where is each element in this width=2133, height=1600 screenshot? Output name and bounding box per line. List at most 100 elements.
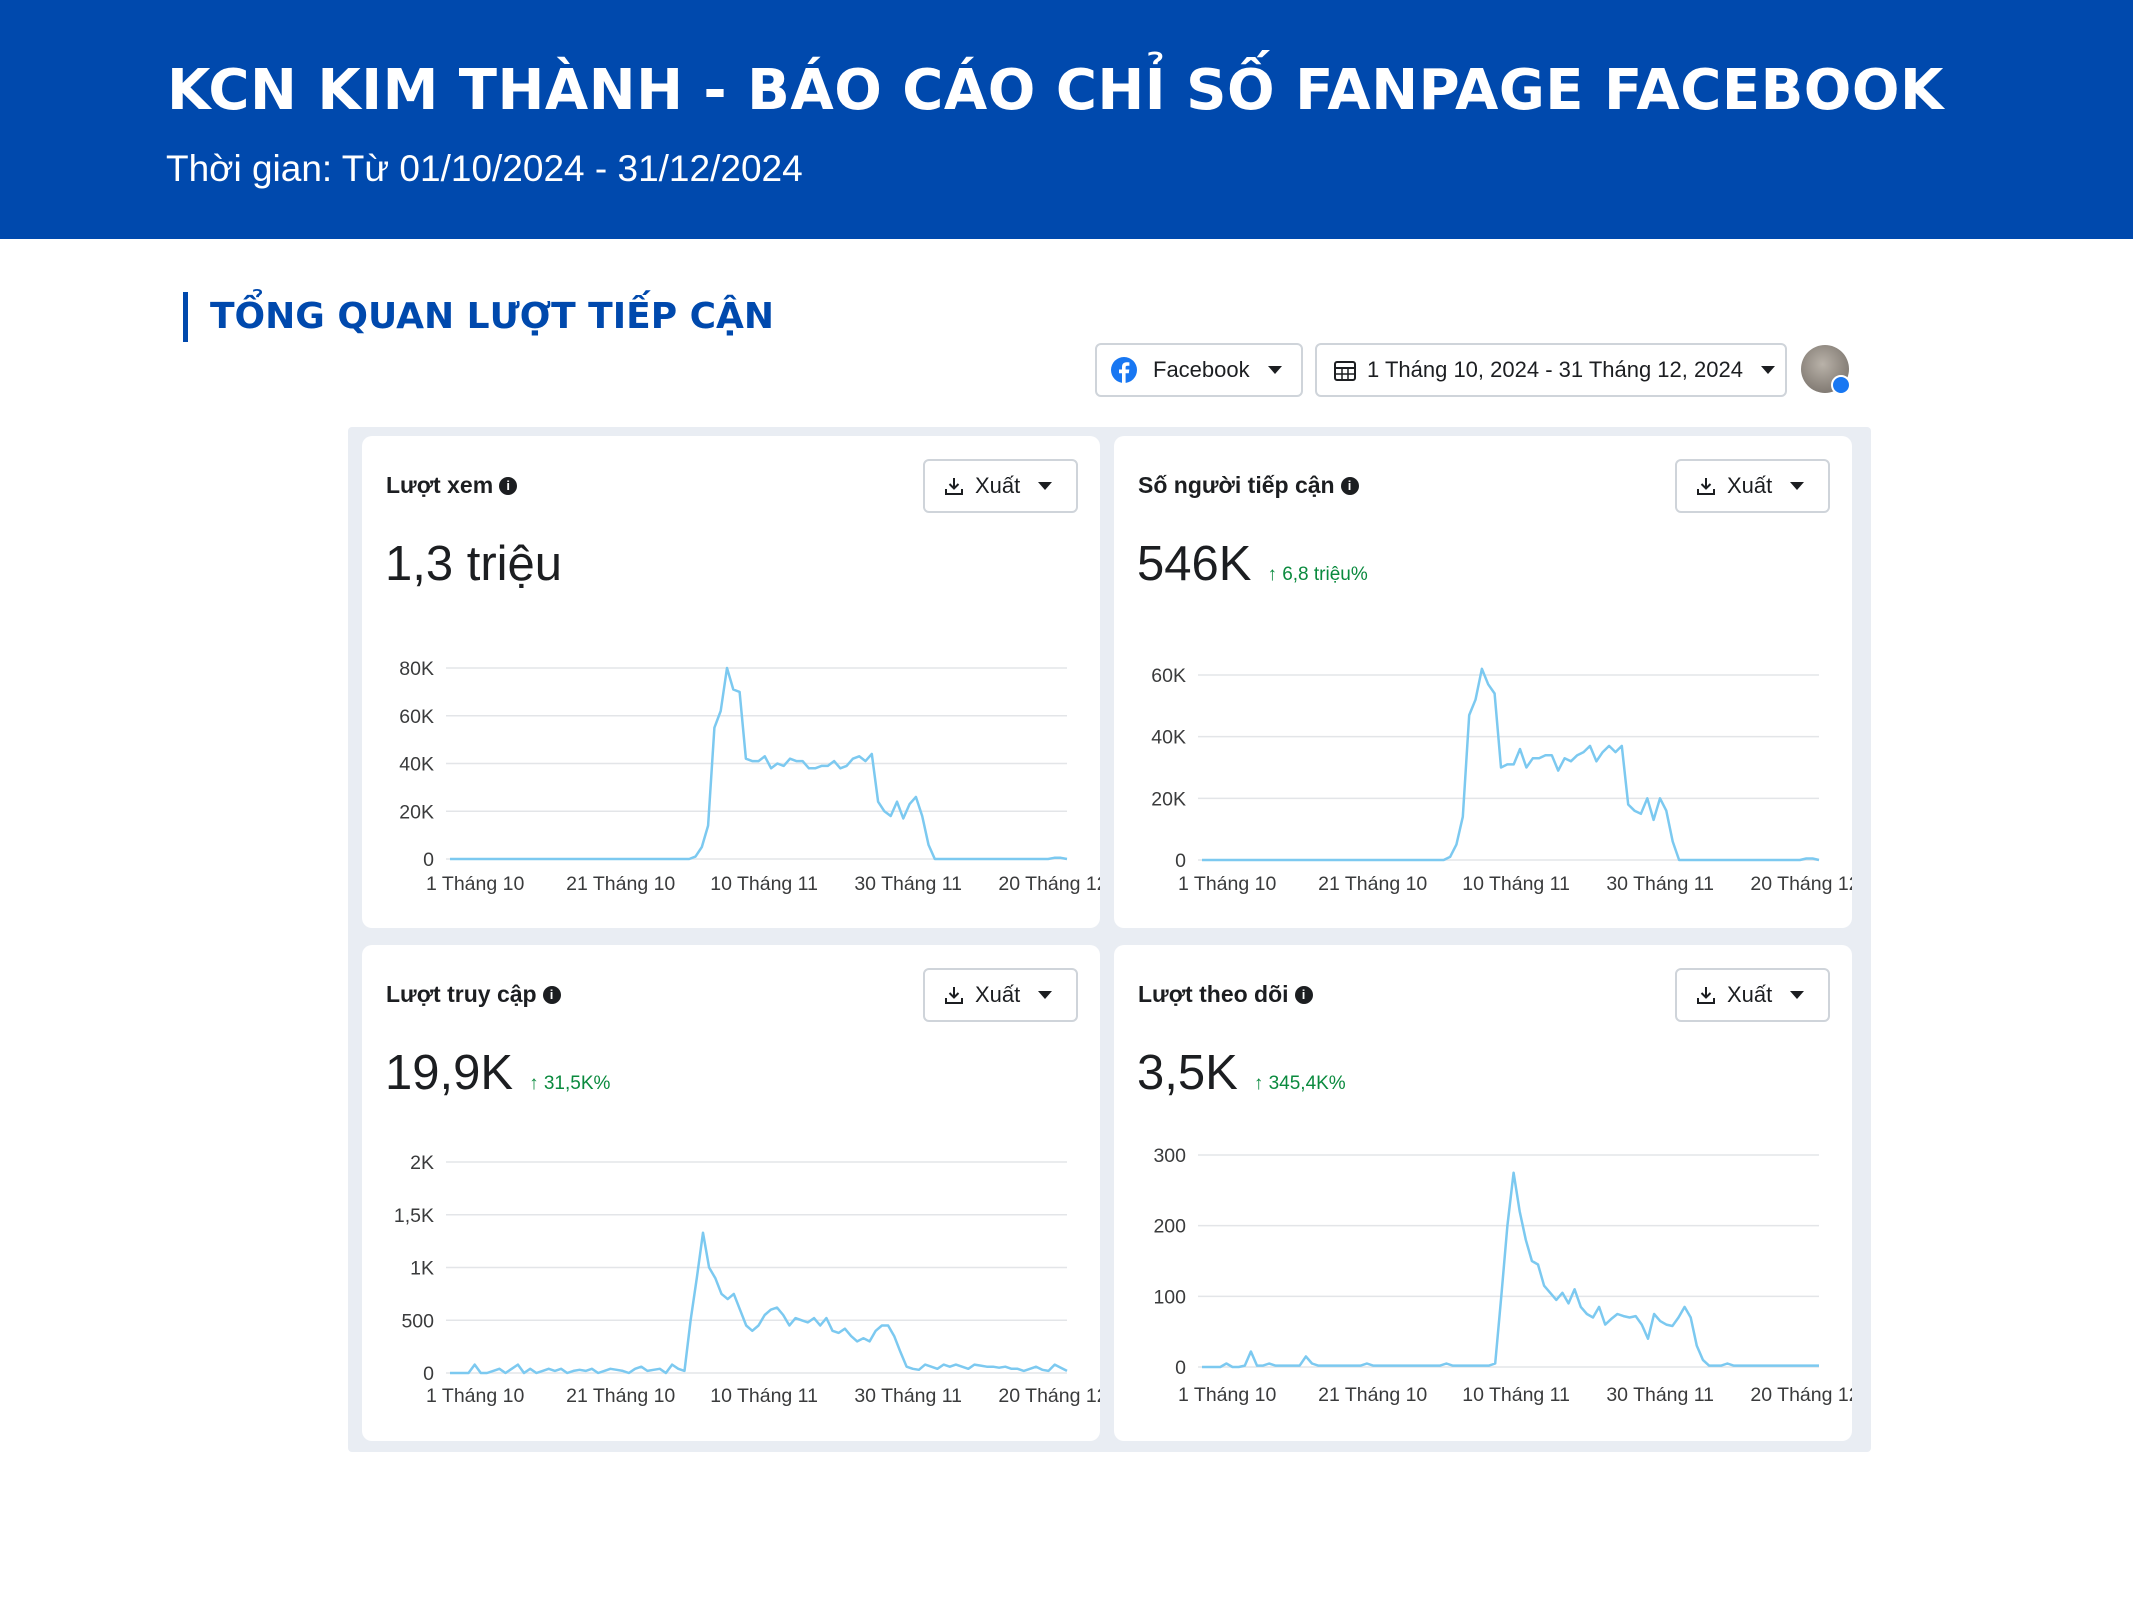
download-icon (1697, 478, 1715, 495)
metric-value: 546K (1137, 537, 1252, 591)
section-title: TỔNG QUAN LƯỢT TIẾP CẬN (183, 292, 774, 342)
info-icon[interactable]: i (542, 985, 561, 1004)
y-tick-label: 40K (399, 754, 434, 776)
y-tick-label: 300 (1153, 1145, 1186, 1167)
metric-value: 3,5K (1137, 1046, 1238, 1100)
metric: 546K ↑ 6,8 triệu% (1137, 536, 1368, 592)
y-tick-label: 1K (410, 1258, 434, 1280)
chevron-down-icon (1790, 991, 1805, 999)
chevron-down-icon (1038, 991, 1053, 999)
y-tick-label: 60K (399, 706, 434, 728)
x-tick-label: 1 Tháng 10 (426, 1385, 524, 1407)
x-tick-label: 30 Tháng 11 (854, 873, 962, 895)
series-line (1202, 1171, 1819, 1369)
y-tick-label: 80K (399, 658, 434, 680)
x-tick-label: 10 Tháng 11 (1462, 873, 1570, 895)
download-icon (945, 987, 963, 1004)
report-title: KCN KIM THÀNH - BÁO CÁO CHỈ SỐ FANPAGE F… (167, 58, 1944, 123)
download-icon (945, 478, 963, 495)
x-tick-label: 1 Tháng 10 (1178, 873, 1276, 895)
export-label: Xuất (1727, 982, 1773, 1007)
visits-line-chart: 0 500 1K 1,5K 2K 1 Tháng 10 21 Tháng 10 10 Thán… (394, 1152, 1100, 1407)
card-title: Lượt xem i (386, 472, 518, 499)
x-tick-label: 10 Tháng 11 (710, 1385, 818, 1407)
x-tick-label: 20 Tháng 12 (1750, 873, 1852, 895)
x-tick-label: 21 Tháng 10 (1318, 873, 1427, 895)
export-label: Xuất (975, 982, 1021, 1007)
chevron-down-icon (1790, 482, 1805, 490)
platform-label: Facebook (1153, 357, 1250, 382)
series-line (450, 666, 1068, 861)
reach-line-chart: 0 20K 40K 60K 1 Tháng 10 21 Tháng 10 10 Tháng … (1151, 665, 1852, 895)
card-title-text: Số người tiếp cận (1138, 472, 1335, 498)
followers-line-chart: 0 100 200 300 1 Tháng 10 21 Tháng 10 10 Tháng … (1153, 1145, 1852, 1406)
y-tick-label: 2K (410, 1152, 434, 1174)
card-visits: Lượt truy cập i Xuất 19,9K ↑ 31,5K% 0 500… (362, 945, 1100, 1441)
card-title-text: Lượt xem (386, 472, 494, 498)
metric-value: 1,3 triệu (385, 537, 563, 591)
metric-change: ↑ 345,4K% (1253, 1073, 1346, 1094)
series-line (1202, 667, 1820, 862)
platform-selector[interactable]: Facebook (1095, 343, 1303, 397)
card-title-text: Lượt theo dõi (1138, 981, 1289, 1007)
x-tick-label: 30 Tháng 11 (1606, 1384, 1714, 1406)
y-tick-label: 40K (1151, 727, 1186, 749)
export-button[interactable]: Xuất (923, 459, 1078, 513)
x-tick-label: 21 Tháng 10 (566, 1385, 675, 1407)
x-tick-label: 20 Tháng 12 (998, 1385, 1100, 1407)
export-button[interactable]: Xuất (923, 968, 1078, 1022)
x-tick-label: 10 Tháng 11 (1462, 1384, 1570, 1406)
x-tick-label: 1 Tháng 10 (1178, 1384, 1276, 1406)
facebook-badge-icon (1831, 375, 1851, 395)
x-tick-label: 21 Tháng 10 (566, 873, 675, 895)
export-label: Xuất (1727, 473, 1773, 498)
date-range-label: 1 Tháng 10, 2024 - 31 Tháng 12, 2024 (1367, 357, 1743, 382)
y-tick-label: 1,5K (394, 1205, 434, 1227)
metric: 3,5K ↑ 345,4K% (1137, 1045, 1346, 1101)
x-tick-label: 20 Tháng 12 (1750, 1384, 1852, 1406)
report-header: KCN KIM THÀNH - BÁO CÁO CHỈ SỐ FANPAGE F… (0, 0, 2133, 239)
chevron-down-icon (1267, 366, 1282, 374)
facebook-icon (1111, 357, 1137, 383)
info-icon[interactable]: i (1340, 476, 1359, 495)
y-tick-label: 20K (1151, 788, 1186, 810)
card-title-text: Lượt truy cập (386, 981, 537, 1007)
y-tick-label: 200 (1153, 1216, 1186, 1238)
metric: 1,3 triệu (385, 536, 578, 592)
card-title: Số người tiếp cận i (1138, 472, 1359, 499)
card-title: Lượt truy cập i (386, 981, 561, 1008)
calendar-icon (1334, 361, 1356, 381)
report-period: Thời gian: Từ 01/10/2024 - 31/12/2024 (166, 148, 803, 189)
export-button[interactable]: Xuất (1675, 968, 1830, 1022)
series-line (450, 1231, 1068, 1375)
export-label: Xuất (975, 473, 1021, 498)
card-views: Lượt xem i Xuất 1,3 triệu 0 20K 40K 60K 80K 1… (362, 436, 1100, 928)
card-reach: Số người tiếp cận i Xuất 546K ↑ 6,8 triệ… (1114, 436, 1852, 928)
x-tick-label: 1 Tháng 10 (426, 873, 524, 895)
y-tick-label: 0 (1175, 1357, 1186, 1379)
y-tick-label: 100 (1153, 1286, 1186, 1308)
metric-change: ↑ 31,5K% (529, 1073, 611, 1094)
x-tick-label: 21 Tháng 10 (1318, 1384, 1427, 1406)
metric: 19,9K ↑ 31,5K% (385, 1045, 610, 1101)
x-tick-label: 10 Tháng 11 (710, 873, 818, 895)
y-tick-label: 20K (399, 801, 434, 823)
download-icon (1697, 987, 1715, 1004)
y-tick-label: 0 (423, 1363, 434, 1385)
metric-change: ↑ 6,8 triệu% (1267, 564, 1368, 585)
info-icon[interactable]: i (1294, 985, 1313, 1004)
y-tick-label: 500 (401, 1310, 434, 1332)
x-tick-label: 30 Tháng 11 (1606, 873, 1714, 895)
y-tick-label: 60K (1151, 665, 1186, 687)
y-tick-label: 0 (423, 849, 434, 871)
x-tick-label: 20 Tháng 12 (998, 873, 1100, 895)
date-range-selector[interactable]: 1 Tháng 10, 2024 - 31 Tháng 12, 2024 (1315, 343, 1787, 397)
info-icon[interactable]: i (499, 476, 518, 495)
export-button[interactable]: Xuất (1675, 459, 1830, 513)
chevron-down-icon (1760, 366, 1775, 374)
y-tick-label: 0 (1175, 850, 1186, 872)
chevron-down-icon (1038, 482, 1053, 490)
card-followers: Lượt theo dõi i Xuất 3,5K ↑ 345,4K% 0 100… (1114, 945, 1852, 1441)
x-tick-label: 30 Tháng 11 (854, 1385, 962, 1407)
views-line-chart: 0 20K 40K 60K 80K 1 Tháng 10 21 Tháng 10 10 Thá… (399, 658, 1100, 895)
